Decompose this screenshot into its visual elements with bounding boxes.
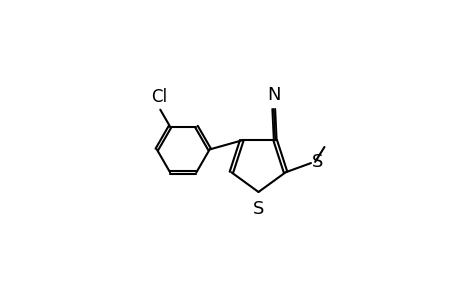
Text: Cl: Cl	[151, 88, 167, 106]
Text: N: N	[266, 86, 280, 104]
Text: S: S	[252, 200, 263, 218]
Text: S: S	[312, 154, 323, 172]
